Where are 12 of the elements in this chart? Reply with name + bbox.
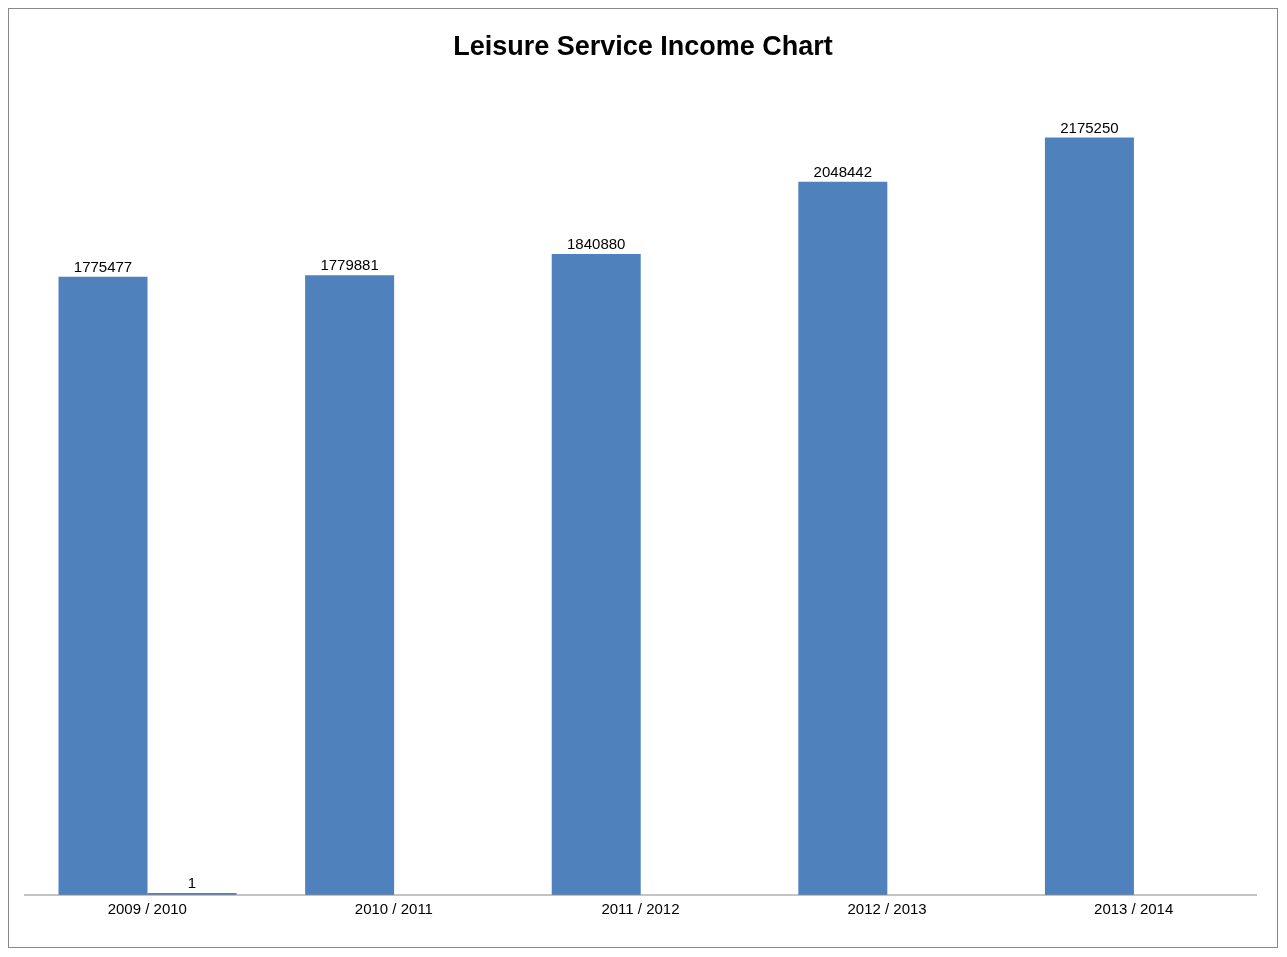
x-tick-label: 2012 / 2013 <box>847 899 927 917</box>
data-label: 1779881 <box>320 256 379 274</box>
chart-title: Leisure Service Income Chart <box>452 30 834 63</box>
data-label: 2175250 <box>1060 118 1119 136</box>
x-tick-label: 2010 / 2011 <box>354 899 433 917</box>
x-tick-label: 2009 / 2010 <box>107 899 187 917</box>
data-label: 2048442 <box>813 162 873 180</box>
data-label: 1775477 <box>73 257 133 275</box>
x-tick-label: 2011 / 2012 <box>601 899 680 917</box>
data-label: 1840880 <box>567 235 626 253</box>
x-tick-label: 2013 / 2014 <box>1094 899 1174 917</box>
data-label: 1 <box>187 874 197 891</box>
